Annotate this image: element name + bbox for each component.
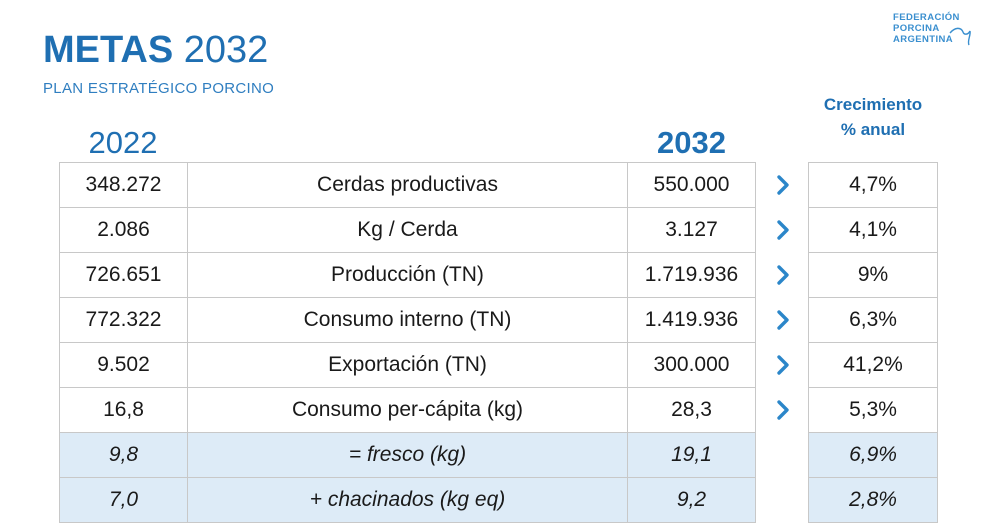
growth-cell: 5,3%	[808, 387, 938, 433]
chevron-right-icon	[770, 162, 796, 207]
growth-cell: 4,1%	[808, 207, 938, 253]
value-2022-cell: 7,0	[59, 477, 188, 523]
table-row: 726.651 Producción (TN) 1.719.936	[59, 252, 756, 298]
logo-line-2: PORCINA	[893, 23, 940, 34]
value-2032-cell: 3.127	[627, 207, 756, 253]
table-row: 2.086 Kg / Cerda 3.127	[59, 207, 756, 253]
value-2032-cell: 300.000	[627, 342, 756, 388]
value-2032-cell: 1.419.936	[627, 297, 756, 343]
metric-label-cell: Producción (TN)	[187, 252, 628, 298]
table-row: 16,8 Consumo per-cápita (kg) 28,3	[59, 387, 756, 433]
value-2022-cell: 772.322	[59, 297, 188, 343]
logo: FEDERACIÓN PORCINA ARGENTINA	[893, 12, 983, 52]
chevron-right-icon	[770, 252, 796, 297]
value-2032-cell: 28,3	[627, 387, 756, 433]
growth-row: 2,8%	[808, 477, 938, 523]
growth-header-line-2: % anual	[840, 120, 906, 139]
growth-header-line-1: Crecimiento	[823, 95, 923, 114]
value-2032-cell: 19,1	[627, 432, 756, 478]
value-2032-cell: 9,2	[627, 477, 756, 523]
page-subtitle: PLAN ESTRATÉGICO PORCINO	[43, 80, 275, 97]
metric-label-cell: Exportación (TN)	[187, 342, 628, 388]
goals-table: 348.272 Cerdas productivas 550.000 2.086 Kg …	[59, 162, 756, 523]
growth-row: 4,1%	[808, 207, 938, 253]
growth-cell: 9%	[808, 252, 938, 298]
growth-cell: 6,3%	[808, 297, 938, 343]
metric-label-cell: Kg / Cerda	[187, 207, 628, 253]
chevron-right-icon	[770, 207, 796, 252]
value-2022-cell: 9,8	[59, 432, 188, 478]
metric-label-cell: Cerdas productivas	[187, 162, 628, 208]
growth-cell: 4,7%	[808, 162, 938, 208]
table-row: 7,0 + chacinados (kg eq) 9,2	[59, 477, 756, 523]
column-header-base-year: 2022	[88, 125, 158, 160]
title-bold: METAS	[43, 29, 174, 71]
table-row: 348.272 Cerdas productivas 550.000	[59, 162, 756, 208]
value-2022-cell: 726.651	[59, 252, 188, 298]
value-2022-cell: 348.272	[59, 162, 188, 208]
growth-row: 4,7%	[808, 162, 938, 208]
growth-cell: 41,2%	[808, 342, 938, 388]
chevron-right-icon	[770, 342, 796, 387]
value-2022-cell: 2.086	[59, 207, 188, 253]
page-title: METAS 2032	[43, 28, 268, 72]
growth-row: 6,3%	[808, 297, 938, 343]
growth-table: 4,7% 4,1% 9% 6,3% 41,2% 5,3% 6,9% 2,8%	[808, 162, 938, 523]
metric-label-cell: = fresco (kg)	[187, 432, 628, 478]
value-2022-cell: 16,8	[59, 387, 188, 433]
table-row: 9,8 = fresco (kg) 19,1	[59, 432, 756, 478]
growth-row: 6,9%	[808, 432, 938, 478]
table-row: 772.322 Consumo interno (TN) 1.419.936	[59, 297, 756, 343]
chevron-right-icon	[770, 387, 796, 432]
metric-label-cell: + chacinados (kg eq)	[187, 477, 628, 523]
growth-row: 41,2%	[808, 342, 938, 388]
chevron-right-icon	[770, 297, 796, 342]
column-header-growth: Crecimiento % anual	[808, 92, 938, 142]
logo-line-3: ARGENTINA	[893, 34, 954, 45]
value-2022-cell: 9.502	[59, 342, 188, 388]
pig-tail-icon	[949, 27, 971, 46]
metric-label-cell: Consumo per-cápita (kg)	[187, 387, 628, 433]
metric-label-cell: Consumo interno (TN)	[187, 297, 628, 343]
growth-cell: 6,9%	[808, 432, 938, 478]
growth-row: 5,3%	[808, 387, 938, 433]
logo-line-1: FEDERACIÓN	[893, 12, 960, 23]
growth-row: 9%	[808, 252, 938, 298]
column-header-target-year: 2032	[657, 125, 726, 160]
table-row: 9.502 Exportación (TN) 300.000	[59, 342, 756, 388]
growth-cell: 2,8%	[808, 477, 938, 523]
value-2032-cell: 1.719.936	[627, 252, 756, 298]
value-2032-cell: 550.000	[627, 162, 756, 208]
title-year: 2032	[183, 29, 269, 71]
